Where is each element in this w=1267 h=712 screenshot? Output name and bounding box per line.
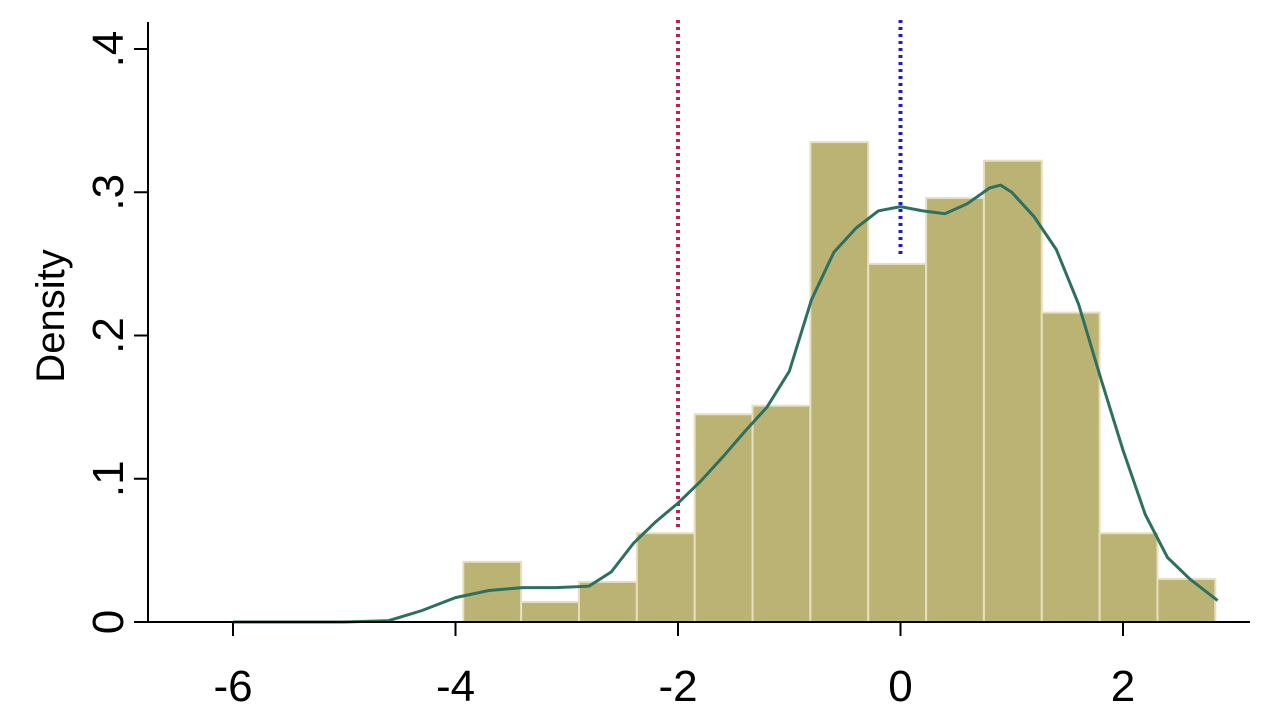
x-tick-label: -6 bbox=[213, 662, 252, 711]
histogram-bar bbox=[520, 600, 580, 624]
y-tick-label: .4 bbox=[84, 31, 133, 68]
axes: -6 -4 -2 0 2 0 .1 .2 .3 .4 bbox=[84, 22, 1250, 711]
histogram-bar bbox=[1040, 311, 1101, 623]
histogram-bar bbox=[925, 196, 985, 623]
histogram-bar bbox=[577, 580, 638, 624]
reference-lines bbox=[676, 20, 903, 530]
histogram-bar bbox=[462, 560, 523, 624]
histogram-bar bbox=[693, 413, 754, 623]
y-tick-label: .2 bbox=[84, 317, 133, 354]
histogram-bar bbox=[1098, 532, 1159, 623]
x-tick-label: 0 bbox=[888, 662, 912, 711]
x-tick-label: -4 bbox=[436, 662, 475, 711]
histogram-bar bbox=[867, 262, 928, 623]
kde-curve bbox=[233, 183, 1219, 624]
y-axis-label: Density bbox=[29, 249, 73, 382]
y-tick-label: .3 bbox=[84, 174, 133, 211]
x-tick-label: 2 bbox=[1111, 662, 1135, 711]
histogram-bar bbox=[982, 159, 1043, 624]
y-tick-label: .1 bbox=[84, 460, 133, 497]
x-tick-label: -2 bbox=[658, 662, 697, 711]
histogram-bar bbox=[1156, 578, 1217, 624]
histogram-bar bbox=[635, 532, 696, 623]
histogram-bar bbox=[751, 404, 812, 623]
y-tick-label: 0 bbox=[84, 610, 133, 634]
histogram-bars bbox=[462, 141, 1217, 624]
histogram-bar bbox=[809, 141, 870, 624]
